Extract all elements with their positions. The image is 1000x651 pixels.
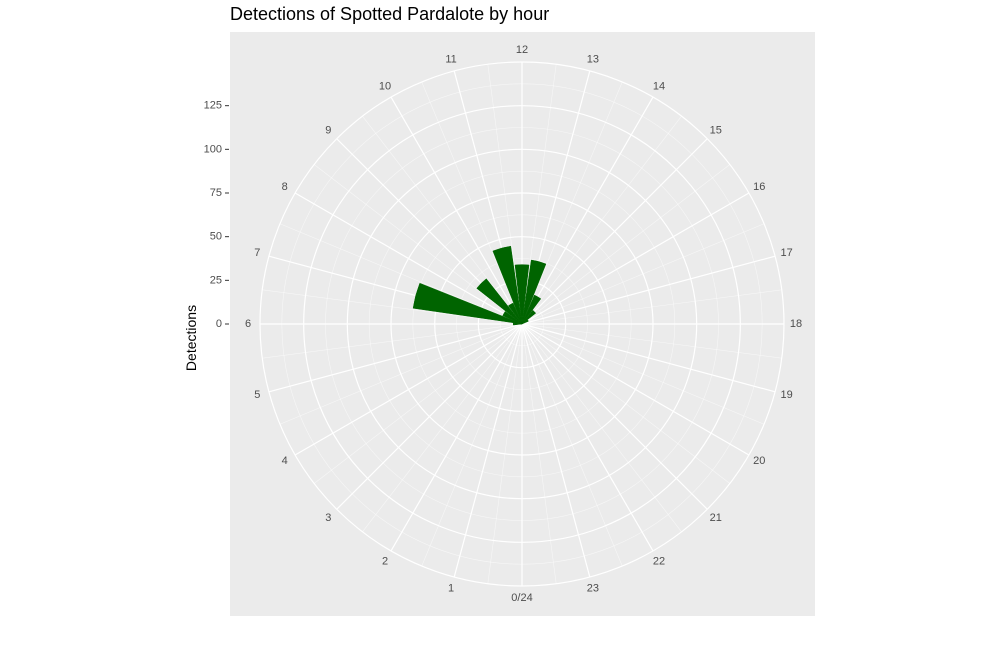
grid-spoke-minor-19 xyxy=(521,323,765,425)
grid-spoke-minor-0 xyxy=(487,323,523,584)
grid-spoke-21 xyxy=(521,323,708,510)
grid-spoke-minor-1 xyxy=(421,323,523,567)
grid-spoke-minor-22 xyxy=(521,323,623,567)
theta-label-23: 23 xyxy=(587,583,599,595)
grid-spoke-20 xyxy=(521,323,750,456)
theta-label-22: 22 xyxy=(653,555,665,567)
theta-label-5: 5 xyxy=(254,389,260,401)
r-tick-label-100: 100 xyxy=(204,143,222,155)
grid-spoke-minor-23 xyxy=(521,323,557,584)
grid-spoke-minor-18 xyxy=(521,323,782,359)
y-axis-title: Detections xyxy=(183,305,199,371)
theta-label-18: 18 xyxy=(790,318,802,330)
theta-label-19: 19 xyxy=(781,389,793,401)
theta-label-16: 16 xyxy=(753,181,765,193)
theta-label-15: 15 xyxy=(710,124,722,136)
theta-label-20: 20 xyxy=(753,455,765,467)
theta-label-13: 13 xyxy=(587,53,599,65)
theta-label-1: 1 xyxy=(448,583,454,595)
theta-label-17: 17 xyxy=(781,247,793,259)
chart-title: Detections of Spotted Pardalote by hour xyxy=(230,4,550,24)
grid-spoke-minor-9 xyxy=(362,115,523,325)
grid-spoke-19 xyxy=(521,323,776,393)
grid-spoke-minor-6 xyxy=(262,289,523,325)
grid-spoke-minor-21 xyxy=(521,323,682,533)
bar-hour-9 xyxy=(476,278,523,325)
grid-layer xyxy=(259,61,785,587)
theta-label-7: 7 xyxy=(254,247,260,259)
theta-label-21: 21 xyxy=(710,512,722,524)
grid-spoke-minor-10 xyxy=(421,81,523,325)
grid-spoke-minor-14 xyxy=(521,115,682,325)
grid-spoke-17 xyxy=(521,255,776,325)
grid-spoke-15 xyxy=(521,138,708,325)
theta-label-4: 4 xyxy=(282,455,288,467)
bar-hour-10 xyxy=(508,302,523,325)
grid-spoke-23 xyxy=(521,323,591,578)
grid-spoke-minor-8 xyxy=(313,164,523,325)
grid-spoke-10 xyxy=(390,96,523,325)
r-tick-label-0: 0 xyxy=(216,318,222,330)
grid-spoke-minor-13 xyxy=(521,81,623,325)
grid-spoke-minor-17 xyxy=(521,289,782,325)
r-tick-label-125: 125 xyxy=(204,100,222,112)
grid-spoke-1 xyxy=(453,323,523,578)
bar-hour-8 xyxy=(502,311,523,325)
grid-spoke-minor-15 xyxy=(521,164,731,325)
theta-label-2: 2 xyxy=(382,555,388,567)
bar-hour-14 xyxy=(521,294,542,325)
theta-label-11: 11 xyxy=(445,53,456,65)
theta-label-3: 3 xyxy=(325,512,331,524)
r-tick-label-50: 50 xyxy=(210,231,222,243)
theta-label-0: 0/24 xyxy=(511,592,532,604)
grid-spoke-minor-5 xyxy=(262,323,523,359)
grid-spoke-5 xyxy=(268,323,523,393)
grid-spoke-minor-2 xyxy=(362,323,523,533)
grid-spoke-minor-11 xyxy=(487,64,523,325)
grid-spoke-16 xyxy=(521,192,750,325)
bar-hour-12 xyxy=(514,264,530,325)
grid-spoke-22 xyxy=(521,323,654,552)
grid-spoke-minor-7 xyxy=(279,223,523,325)
grid-spoke-2 xyxy=(390,323,523,552)
theta-label-6: 6 xyxy=(245,318,251,330)
bar-hour-16 xyxy=(521,319,529,325)
theta-label-12: 12 xyxy=(516,44,528,56)
theta-label-8: 8 xyxy=(282,181,288,193)
grid-spoke-minor-20 xyxy=(521,323,731,484)
theta-label-14: 14 xyxy=(653,81,665,93)
grid-spoke-14 xyxy=(521,96,654,325)
grid-spoke-minor-4 xyxy=(279,323,523,425)
theta-label-10: 10 xyxy=(379,81,391,93)
grid-spoke-3 xyxy=(336,323,523,510)
grid-spoke-minor-16 xyxy=(521,223,765,325)
r-tick-label-25: 25 xyxy=(210,274,222,286)
grid-spoke-minor-12 xyxy=(521,64,557,325)
grid-spoke-minor-3 xyxy=(313,323,523,484)
bar-hour-15 xyxy=(521,309,537,325)
grid-spoke-4 xyxy=(294,323,523,456)
theta-label-9: 9 xyxy=(325,124,331,136)
bars-layer xyxy=(412,245,547,326)
grid-spoke-8 xyxy=(294,192,523,325)
bar-hour-13 xyxy=(521,259,547,325)
r-tick-label-75: 75 xyxy=(210,187,222,199)
bar-hour-7 xyxy=(412,282,523,325)
r-axis-layer: 0 25 50 75 100 125 xyxy=(204,100,229,330)
bar-hour-11 xyxy=(492,245,523,325)
theta-labels-layer: 0/24123456789101112131415161718192021222… xyxy=(245,44,802,604)
